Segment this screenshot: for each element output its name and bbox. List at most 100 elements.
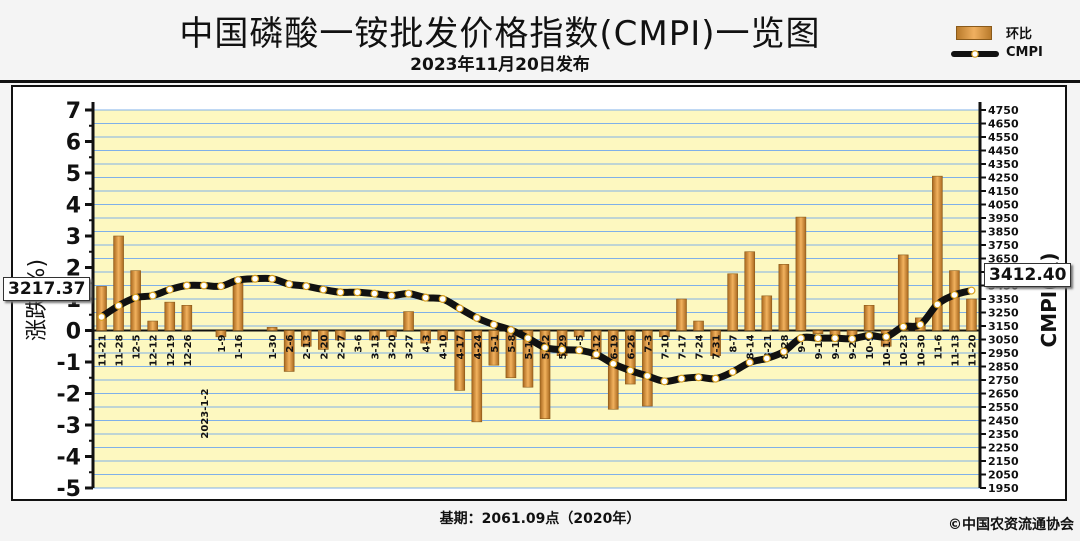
plot-background-band bbox=[93, 366, 980, 380]
plot-background-band bbox=[93, 326, 980, 340]
y-tick-label: 6 bbox=[66, 131, 81, 156]
copyright-note: ©中国农资流通协会 bbox=[948, 517, 1074, 533]
cmpi-point bbox=[421, 293, 430, 302]
y-tick-label: 0 bbox=[66, 320, 81, 345]
x-tick-label: 6-19 bbox=[609, 334, 620, 359]
cmpi-point bbox=[677, 374, 686, 383]
plot-background-band bbox=[93, 474, 980, 488]
x-tick-label: 3-20 bbox=[388, 334, 399, 359]
cmpi-point bbox=[319, 285, 328, 294]
legend-item-bar: 环比 bbox=[950, 22, 1075, 42]
bar bbox=[744, 251, 756, 331]
cmpi-point bbox=[472, 313, 481, 322]
chart-subtitle: 2023年11月20日发布 bbox=[410, 55, 590, 75]
cmpi-point bbox=[370, 289, 379, 298]
bar bbox=[812, 330, 824, 334]
cmpi-point bbox=[455, 304, 464, 313]
x-tick-label: 11-28 bbox=[115, 334, 126, 366]
bar bbox=[778, 264, 790, 331]
cmpi-point bbox=[199, 281, 208, 290]
x-tick-label: 10-9 bbox=[865, 334, 876, 359]
cmpi-point bbox=[609, 359, 618, 368]
x-tick-label: 1-9 bbox=[217, 334, 228, 352]
x-tick-label: 8-14 bbox=[746, 334, 757, 359]
plot-background-band bbox=[93, 204, 980, 218]
x-tick-label: 6-5 bbox=[575, 334, 586, 352]
x-tick-label: 12-12 bbox=[149, 334, 160, 366]
y-tick-label: 3 bbox=[66, 225, 81, 250]
x-tick-label: 7-10 bbox=[660, 334, 671, 359]
x-tick-label: 10-16 bbox=[882, 334, 893, 366]
x-tick-label: 3-27 bbox=[405, 334, 416, 359]
plot-background-band bbox=[93, 245, 980, 259]
bar bbox=[266, 327, 278, 331]
bar bbox=[471, 330, 483, 423]
x-tick-label: 9-4 bbox=[797, 334, 808, 352]
x-tick-label: 8-7 bbox=[729, 334, 740, 352]
x-tick-label: 4-10 bbox=[439, 334, 450, 359]
plot-background-band bbox=[93, 420, 980, 434]
x-tick-label: 7-17 bbox=[677, 334, 688, 359]
cmpi-point bbox=[165, 285, 174, 294]
y2-tick-label: 3950 bbox=[988, 212, 1019, 225]
cmpi-point bbox=[438, 295, 447, 304]
cmpi-point bbox=[796, 334, 805, 343]
bar bbox=[283, 330, 295, 372]
cmpi-point bbox=[882, 332, 891, 341]
y-tick-label: -3 bbox=[57, 414, 81, 439]
x-tick-label: 7-31 bbox=[712, 334, 723, 359]
x-tick-label: 1-16 bbox=[234, 334, 245, 359]
plot-background-band bbox=[93, 393, 980, 407]
cmpi-point bbox=[506, 326, 515, 335]
x-tick-label: 7-3 bbox=[643, 334, 654, 352]
y2-tick-label: 4350 bbox=[988, 158, 1019, 171]
y2-tick-label: 3350 bbox=[988, 293, 1019, 306]
cmpi-point bbox=[967, 286, 976, 295]
bar bbox=[522, 330, 534, 388]
cmpi-point bbox=[728, 367, 737, 376]
cmpi-point bbox=[745, 358, 754, 367]
legend-line-label: CMPI bbox=[1006, 45, 1043, 60]
plot-background-band bbox=[93, 380, 980, 394]
cmpi-point bbox=[404, 289, 413, 298]
y2-tick-label: 3250 bbox=[988, 307, 1019, 320]
cmpi-point bbox=[848, 334, 857, 343]
base-period-note: 基期：2061.09点（2020年） bbox=[439, 511, 641, 527]
y-tick-label: 4 bbox=[66, 194, 81, 219]
bar bbox=[215, 330, 227, 338]
plot-background-band bbox=[93, 258, 980, 272]
y2-tick-label: 2850 bbox=[988, 361, 1019, 374]
end-value-callout: 3412.40 bbox=[984, 263, 1072, 287]
bar bbox=[607, 330, 619, 410]
bar bbox=[232, 282, 244, 331]
bar bbox=[932, 175, 943, 331]
header-divider bbox=[0, 80, 1080, 83]
plot-background-band bbox=[93, 461, 980, 475]
bar bbox=[693, 320, 704, 331]
cmpi-point bbox=[233, 276, 242, 285]
y2-tick-label: 4150 bbox=[988, 185, 1019, 198]
y2-tick-label: 4750 bbox=[988, 104, 1019, 117]
x-tick-label: 3-13 bbox=[370, 334, 381, 359]
plot-background-band bbox=[93, 312, 980, 326]
y2-tick-label: 3750 bbox=[988, 239, 1019, 252]
bar bbox=[403, 311, 414, 331]
cmpi-point bbox=[489, 320, 498, 329]
x-tick-label: 9-18 bbox=[831, 334, 842, 359]
bar bbox=[727, 273, 738, 331]
y-tick-label: -2 bbox=[57, 383, 81, 408]
y2-tick-label: 2050 bbox=[988, 469, 1019, 482]
cmpi-point bbox=[865, 331, 874, 340]
x-tick-label: 8-21 bbox=[763, 334, 774, 359]
plot-background-band bbox=[93, 272, 980, 286]
bar bbox=[556, 330, 568, 357]
y2-tick-label: 2650 bbox=[988, 388, 1019, 401]
cmpi-point bbox=[575, 346, 584, 355]
cmpi-point bbox=[353, 288, 362, 297]
cmpi-point bbox=[643, 371, 652, 380]
y2-tick-label: 1950 bbox=[988, 482, 1019, 495]
y-tick-label: -5 bbox=[57, 477, 81, 502]
y2-tick-label: 2150 bbox=[988, 455, 1019, 468]
y2-tick-label: 2550 bbox=[988, 401, 1019, 414]
